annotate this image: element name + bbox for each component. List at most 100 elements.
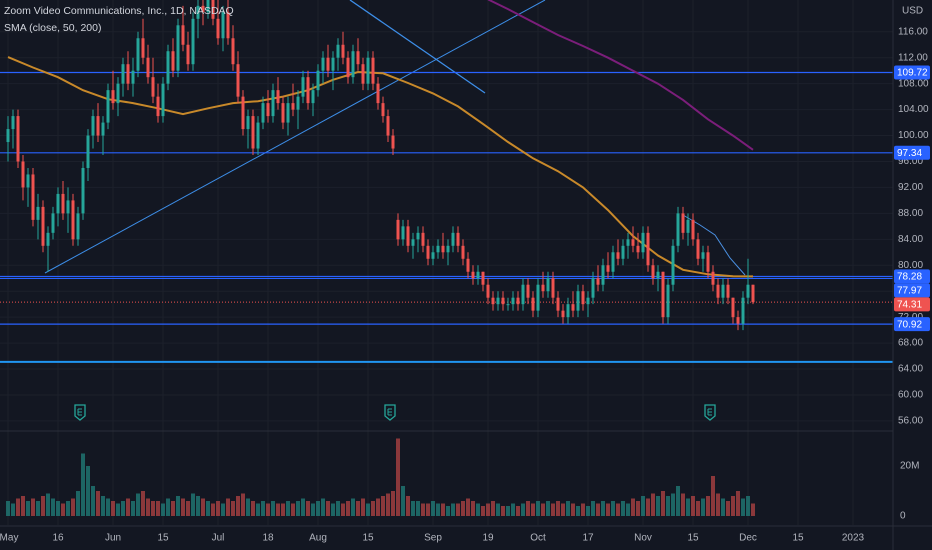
candle-body	[156, 96, 160, 117]
volume-bar	[196, 496, 200, 516]
volume-bar	[396, 438, 400, 516]
volume-bar	[126, 498, 130, 516]
candle-body	[351, 51, 355, 78]
price-tag	[894, 145, 930, 160]
candle-body	[581, 291, 585, 305]
price-tag	[894, 317, 930, 332]
volume-bar	[76, 491, 80, 516]
volume-bar	[436, 503, 440, 516]
volume-bar	[626, 503, 630, 516]
candle-body	[361, 64, 365, 84]
volume-bar	[51, 498, 55, 516]
candle-body	[346, 57, 350, 78]
volume-bar	[446, 506, 450, 516]
volume-bar	[66, 501, 70, 516]
candle-body	[406, 226, 410, 246]
candle-body	[751, 284, 755, 303]
candle-body	[511, 297, 515, 305]
candle-body	[41, 206, 45, 246]
volume-bar	[116, 503, 120, 516]
candle-body	[231, 38, 235, 65]
x-tick-label: Sep	[424, 533, 442, 544]
volume-bar	[261, 501, 265, 516]
volume-bar	[731, 496, 735, 516]
volume-bar	[651, 493, 655, 516]
volume-bar	[101, 496, 105, 516]
candle-body	[221, 12, 225, 39]
x-tick-label: Oct	[530, 533, 546, 544]
x-tick-label: Dec	[739, 533, 757, 544]
candle-body	[526, 284, 530, 298]
candle-body	[271, 90, 275, 117]
volume-bar	[426, 503, 430, 516]
candle-body	[21, 161, 25, 188]
volume-bar	[751, 503, 755, 516]
candle-body	[486, 284, 490, 298]
candle-body	[341, 44, 345, 58]
volume-bar	[716, 493, 720, 516]
volume-bar	[511, 503, 515, 516]
volume-bar	[536, 501, 540, 516]
candle-body	[711, 271, 715, 285]
volume-bar	[71, 498, 75, 516]
volume-bar	[41, 496, 45, 516]
candle-body	[316, 70, 320, 91]
trend-line	[44, 0, 546, 274]
volume-bar	[151, 501, 155, 516]
volume-bar	[326, 501, 330, 516]
candle-body	[571, 304, 575, 311]
candle-body	[456, 232, 460, 246]
volume-bar	[501, 506, 505, 516]
candle-body	[226, 12, 230, 39]
candle-body	[561, 310, 565, 318]
volume-bar	[586, 506, 590, 516]
candle-body	[61, 193, 65, 214]
trend-line	[349, 0, 486, 94]
volume-bar	[281, 503, 285, 516]
volume-bar	[211, 503, 215, 516]
candle-body	[326, 57, 330, 71]
y-tick-label: 92.00	[898, 182, 923, 193]
volume-bar	[241, 493, 245, 516]
volume-bar	[736, 491, 740, 516]
candle-body	[386, 116, 390, 136]
y-tick-label: 56.00	[898, 416, 923, 427]
candle-body	[451, 232, 455, 246]
volume-bar	[286, 501, 290, 516]
x-tick-label: 18	[262, 533, 274, 544]
candle-body	[56, 193, 60, 214]
volume-bar	[696, 501, 700, 516]
price-tag-label: 109.72	[897, 68, 928, 79]
volume-bar	[526, 501, 530, 516]
candle-body	[381, 103, 385, 117]
volume-bar	[576, 506, 580, 516]
candle-body	[376, 83, 380, 104]
candle-body	[626, 239, 630, 246]
volume-pane	[6, 438, 755, 516]
volume-bar	[111, 501, 115, 516]
price-pane	[0, 0, 893, 363]
volume-bar	[321, 498, 325, 516]
volume-bar	[741, 498, 745, 516]
volume-bar	[316, 501, 320, 516]
volume-bar	[296, 501, 300, 516]
candle-body	[481, 271, 485, 285]
volume-bar	[611, 501, 615, 516]
earnings-icon	[384, 404, 396, 421]
volume-bar	[356, 501, 360, 516]
earnings-markers	[74, 404, 716, 421]
candle-body	[191, 18, 195, 65]
price-tag	[894, 297, 930, 312]
volume-bar	[31, 498, 35, 516]
y-tick-label: 108.00	[898, 78, 929, 89]
volume-bar	[61, 503, 65, 516]
volume-bar	[131, 501, 135, 516]
candle-body	[586, 297, 590, 305]
candle-body	[136, 38, 140, 71]
volume-bar	[26, 501, 30, 516]
volume-bar	[451, 503, 455, 516]
candle-body	[596, 278, 600, 285]
volume-bar	[686, 498, 690, 516]
